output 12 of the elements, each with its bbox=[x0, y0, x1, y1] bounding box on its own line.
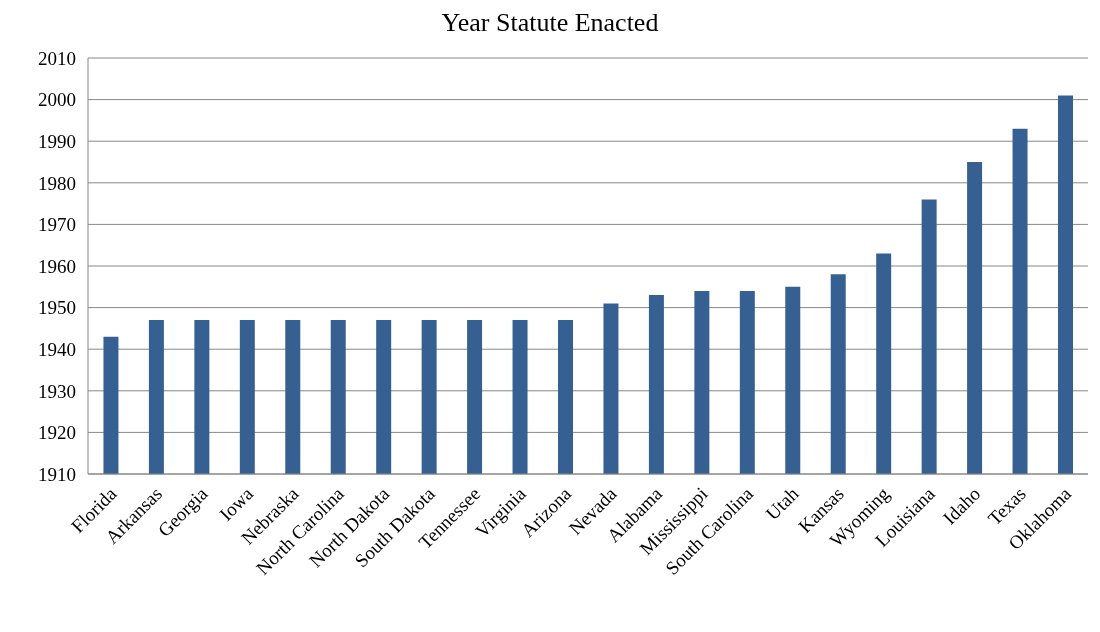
y-tick-label: 1920 bbox=[38, 422, 76, 444]
y-tick-label: 1980 bbox=[38, 172, 76, 194]
y-tick-label: 1950 bbox=[38, 297, 76, 319]
chart-title: Year Statute Enacted bbox=[440, 8, 660, 39]
y-tick-label: 2000 bbox=[38, 89, 76, 111]
y-tick-label: 1990 bbox=[38, 130, 76, 152]
y-tick-label: 1930 bbox=[38, 380, 76, 402]
y-tick-label: 1960 bbox=[38, 255, 76, 277]
y-tick-label: 1940 bbox=[38, 338, 76, 360]
y-tick-label: 1970 bbox=[38, 214, 76, 236]
y-tick-label: 1910 bbox=[38, 463, 76, 485]
y-tick-label: 2010 bbox=[38, 47, 76, 69]
